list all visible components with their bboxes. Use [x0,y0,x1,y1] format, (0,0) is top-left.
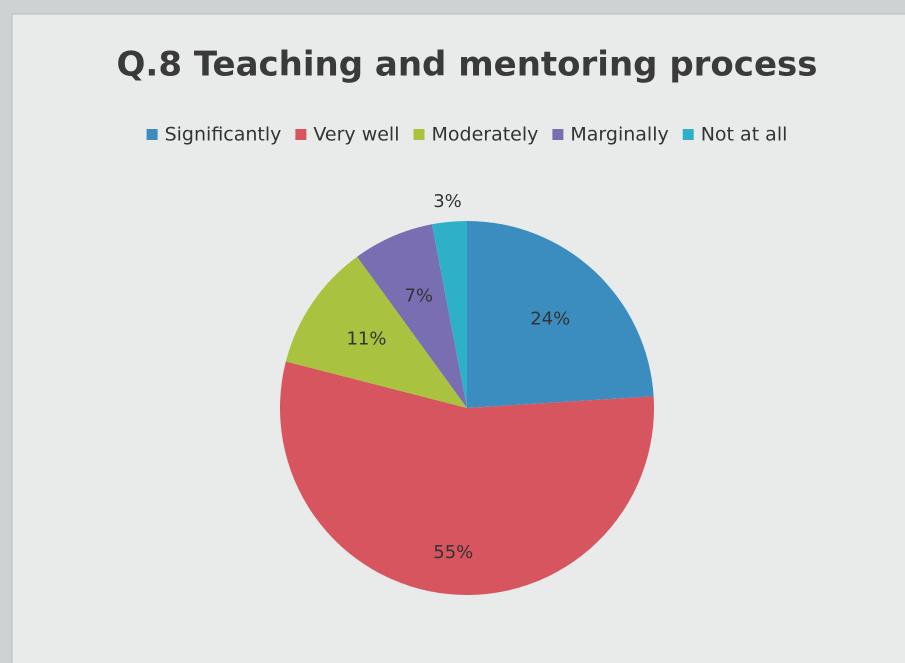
pie-slice [431,221,467,408]
legend-swatch [146,129,158,140]
legend-swatch [682,129,694,140]
legend-label: Moderately [431,124,538,146]
data-label: 3% [433,191,462,212]
legend-label: Significantly [165,124,282,146]
pie-slice [467,221,654,408]
data-label: 55% [433,542,473,563]
legend-label: Not at all [701,124,788,146]
chart-title: Q.8 Teaching and mentoring process [117,45,818,85]
data-label: 24% [530,308,570,329]
legend-swatch [552,129,564,140]
legend-label: Very well [313,124,399,146]
pie-slice [285,256,467,408]
pie-slice [279,361,654,595]
legend-swatch [295,129,307,140]
pie-slice [357,224,467,408]
legend-swatch [413,129,425,140]
data-label: 11% [346,329,386,350]
legend-label: Marginally [570,124,668,146]
data-label: 7% [404,285,433,306]
